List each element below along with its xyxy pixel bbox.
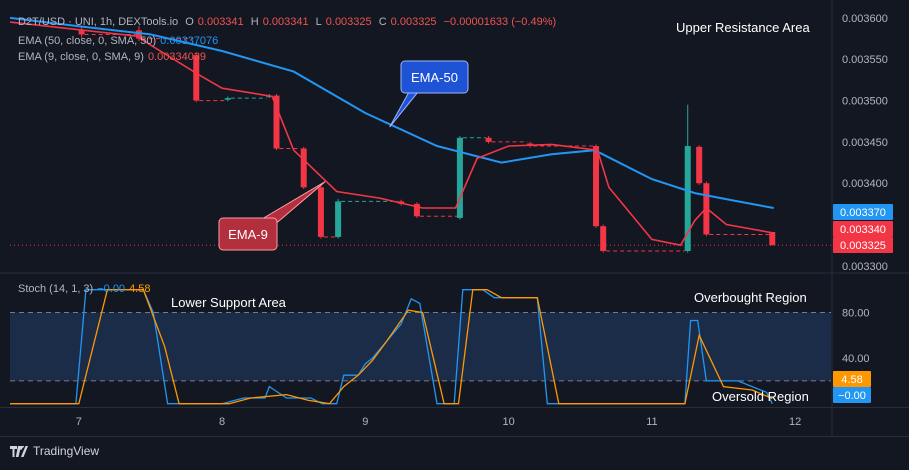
ema50-callout-text: EMA-50 [411, 70, 458, 85]
candle-up [335, 201, 342, 237]
candle-up [224, 98, 231, 100]
open-label: O [185, 16, 194, 28]
ema9-legend-label: EMA (9, close, 0, SMA, 9) [18, 51, 144, 63]
price-tick-label: 0.003400 [842, 178, 888, 190]
stoch-tick-label: 80.00 [842, 307, 870, 319]
low-value: 0.003325 [325, 16, 372, 28]
tradingview-logo[interactable]: TradingView [10, 444, 99, 458]
stoch-band [10, 312, 831, 381]
candle-down [600, 226, 607, 251]
ema50-callout-box [400, 60, 469, 94]
candle-down [273, 95, 280, 149]
stoch-tick-label: 40.00 [842, 353, 870, 365]
ema9-callout: EMA-9 [218, 181, 326, 251]
ema50-legend[interactable]: EMA (50, close, 0, SMA, 50) 0.00337076 [18, 35, 222, 47]
ema50-line [9, 16, 774, 209]
ema9-legend[interactable]: EMA (9, close, 0, SMA, 9) 0.00334039 [18, 51, 210, 63]
ema9-price-badge-bg [833, 221, 893, 237]
candle-up [456, 137, 463, 218]
stoch-d-badge-bg [833, 371, 871, 387]
ema9-price-badge: 0.003340 [840, 224, 886, 236]
time-tick-label: 9 [362, 416, 368, 428]
candle-down [300, 148, 307, 188]
candle-down [769, 231, 776, 246]
time-tick-label: 10 [502, 416, 514, 428]
stoch-d-value: 4.58 [129, 283, 151, 295]
ema9-callout-text: EMA-9 [228, 227, 268, 242]
tradingview-text: TradingView [33, 444, 100, 458]
last-price-badge-bg [833, 237, 893, 253]
tradingview-icon [10, 445, 28, 457]
stoch-legend[interactable]: Stoch (14, 1, 3) −0.00 4.58 [18, 283, 154, 295]
stoch-d-line [10, 289, 773, 405]
ema9-callout-box [218, 217, 278, 251]
candle-down [78, 30, 85, 35]
high-value: 0.003341 [262, 16, 309, 28]
lower-support-label: Lower Support Area [171, 295, 286, 310]
price-tick-label: 0.003550 [842, 54, 888, 66]
candle-down [485, 137, 492, 142]
high-label: H [250, 16, 259, 28]
upper-resistance-label: Upper Resistance Area [676, 20, 810, 35]
ema50-price-badge-bg [833, 204, 893, 220]
open-value: 0.003341 [197, 16, 244, 28]
candle-down [593, 146, 600, 227]
candle-down [135, 30, 142, 39]
stoch-k-badge: −0.00 [838, 390, 866, 402]
close-value: 0.003325 [390, 16, 437, 28]
ohlc-legend: D2T/USD · UNI, 1h, DEXTools.io O 0.003341… [18, 16, 560, 28]
overbought-label: Overbought Region [694, 290, 807, 305]
candle-down [696, 146, 703, 184]
low-label: L [315, 16, 322, 28]
price-tick-label: 0.003600 [842, 13, 888, 25]
close-label: C [378, 16, 387, 28]
ema9-legend-value: 0.00334039 [147, 51, 207, 63]
stoch-legend-label: Stoch (14, 1, 3) [18, 283, 94, 295]
price-tick-label: 0.003500 [842, 96, 888, 108]
symbol-label: D2T/USD · UNI, 1h, DEXTools.io [18, 16, 179, 28]
oversold-label: Oversold Region [712, 389, 809, 404]
time-tick-label: 11 [646, 416, 657, 428]
price-tick-label: 0.003450 [842, 137, 888, 149]
ema50-callout: EMA-50 [389, 60, 469, 128]
stoch-d-badge: 4.58 [841, 374, 862, 386]
change-value: −0.00001633 (−0.49%) [443, 16, 557, 28]
candle-down [317, 187, 324, 237]
candle-down [413, 203, 420, 217]
ema50-price-badge: 0.003370 [840, 207, 886, 219]
time-tick-label: 12 [789, 416, 801, 428]
time-tick-label: 7 [76, 416, 82, 428]
time-tick-label: 8 [219, 416, 225, 428]
ema9-line [9, 21, 773, 247]
price-tick-label: 0.003300 [842, 261, 888, 273]
ema50-legend-label: EMA (50, close, 0, SMA, 50) [18, 35, 157, 47]
stoch-k-badge-bg [833, 387, 871, 403]
candle-down [193, 55, 200, 101]
stoch-k-value: −0.00 [97, 283, 126, 295]
ema50-legend-value: 0.00337076 [160, 35, 219, 47]
candle-up [684, 146, 691, 251]
last-price-badge: 0.003325 [840, 240, 886, 252]
